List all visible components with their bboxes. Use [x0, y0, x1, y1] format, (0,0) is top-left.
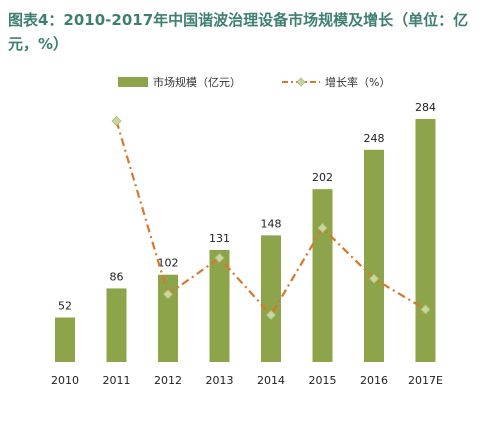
growth-point-2013 — [214, 252, 225, 264]
legend-item-line: 增长率（%） — [282, 74, 390, 90]
bar-value-label-2017E: 284 — [415, 101, 436, 114]
bar-value-label-2012: 102 — [158, 257, 179, 270]
bar-2014 — [261, 235, 281, 362]
bar-value-label-2014: 148 — [261, 217, 282, 230]
bar-2010 — [55, 317, 75, 362]
legend: 市场规模（亿元） 增长率（%） — [0, 74, 495, 94]
bar-2011 — [106, 288, 127, 362]
legend-item-bar: 市场规模（亿元） — [118, 74, 241, 90]
bar-value-label-2011: 86 — [110, 270, 124, 283]
chart-title: 图表4：2010-2017年中国谐波治理设备市场规模及增长（单位：亿 元，%） — [8, 8, 488, 56]
growth-point-2017E — [420, 304, 431, 315]
x-tick-label-2012: 2012 — [154, 374, 182, 387]
bar-2015 — [312, 189, 333, 362]
legend-line-label: 增长率（%） — [325, 76, 391, 89]
bar-2016 — [364, 149, 384, 362]
growth-point-2016 — [368, 273, 380, 284]
legend-bar-swatch — [118, 77, 148, 87]
chart-title-line-2: 元，%） — [8, 35, 69, 53]
bar-value-label-2015: 202 — [312, 171, 333, 184]
x-tick-label-2013: 2013 — [206, 374, 234, 387]
bar-value-label-2013: 131 — [209, 232, 230, 245]
x-tick-label-2016: 2016 — [360, 374, 388, 387]
x-tick-label-2015: 2015 — [309, 374, 337, 387]
legend-bar-label: 市场规模（亿元） — [153, 76, 241, 89]
growth-point-2014 — [265, 309, 277, 321]
x-tick-label-2010: 2010 — [51, 374, 79, 387]
growth-point-2012 — [162, 289, 174, 300]
bar-2012 — [158, 274, 178, 362]
bar-2013 — [209, 249, 230, 362]
x-tick-label-2017E: 2017E — [408, 374, 443, 387]
growth-point-2011 — [111, 115, 122, 127]
chart-title-line-1: 图表4：2010-2017年中国谐波治理设备市场规模及增长（单位：亿 — [8, 11, 469, 29]
bar-value-label-2010: 52 — [58, 300, 72, 313]
legend-line-swatch — [282, 77, 320, 87]
growth-point-2015 — [317, 222, 328, 234]
x-tick-label-2014: 2014 — [257, 374, 285, 387]
bar-value-label-2016: 248 — [364, 132, 385, 145]
x-tick-label-2011: 2011 — [103, 374, 131, 387]
bar-2017E — [415, 119, 436, 362]
